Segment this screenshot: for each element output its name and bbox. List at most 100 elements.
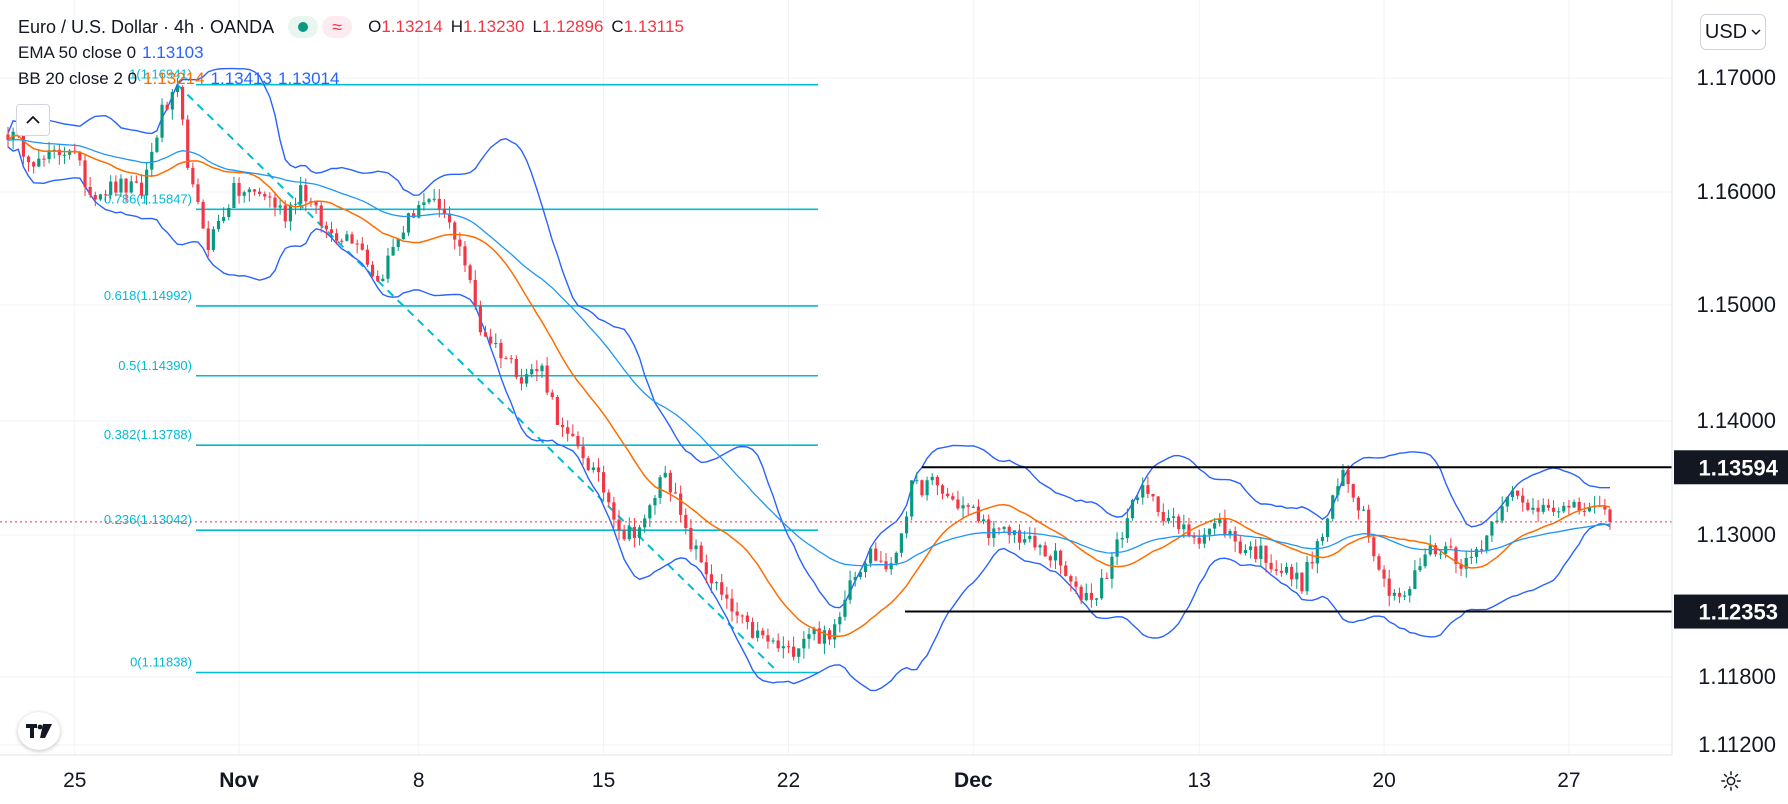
ema50-line	[7, 138, 1611, 567]
candle-body-212	[1094, 598, 1099, 600]
candle-body-266	[1372, 537, 1376, 557]
candle-body-182	[940, 485, 945, 494]
candle-body-64	[335, 233, 339, 241]
candle-body-54	[283, 205, 287, 222]
ohlc-high-label: H	[450, 17, 464, 36]
candle-body-51	[268, 196, 272, 198]
candle-body-103	[535, 369, 539, 372]
candle-body-213	[1100, 577, 1104, 599]
settings-gear-icon[interactable]	[1718, 768, 1744, 794]
candle-body-102	[530, 369, 534, 375]
candle-body-81	[422, 202, 426, 206]
candle-body-157	[812, 628, 816, 635]
candle-body-115	[596, 467, 601, 473]
candle-body-264	[1361, 509, 1366, 511]
tradingview-logo-icon[interactable]	[18, 712, 60, 750]
candle-body-307	[1582, 510, 1586, 512]
candle-body-187	[966, 505, 970, 507]
candle-body-292	[1505, 497, 1509, 507]
candle-body-175	[904, 516, 909, 534]
candle-body-177	[915, 480, 919, 482]
candle-body-207	[1069, 576, 1073, 582]
candle-body-18	[98, 194, 103, 200]
price-axis-panel	[1672, 0, 1788, 799]
candle-body-117	[607, 492, 611, 503]
candle-body-20	[109, 181, 113, 196]
candle-body-257	[1326, 518, 1330, 538]
tv-mark-icon	[26, 724, 52, 738]
candle-body-251	[1295, 572, 1299, 580]
candle-body-181	[935, 476, 939, 486]
bb-upper-value: 1.13413	[210, 69, 272, 88]
y-tick-label-5: 1.11800	[1698, 664, 1776, 689]
candle-body-154	[797, 648, 801, 657]
candle-body-72	[376, 275, 380, 282]
candle-body-70	[365, 249, 370, 265]
candle-body-68	[355, 243, 359, 245]
candle-body-193	[997, 528, 1001, 530]
candle-body-50	[263, 193, 267, 197]
candle-body-167	[863, 563, 868, 572]
candle-body-122	[632, 526, 637, 538]
legend-ema-row[interactable]: EMA 50 close 0 1.13103	[18, 40, 692, 66]
candle-body-218	[1125, 518, 1129, 539]
candle-body-156	[807, 634, 811, 639]
candle-body-255	[1315, 541, 1319, 564]
legend-bb-row[interactable]: BB 20 close 2 0 1.13214 1.13413 1.13014	[18, 66, 692, 92]
candle-body-158	[817, 628, 821, 644]
ohlc-open-label: O	[368, 17, 382, 36]
candle-body-223	[1151, 493, 1155, 497]
price-wave-icon[interactable]: ≈	[322, 16, 353, 38]
candle-body-260	[1341, 470, 1345, 487]
candle-body-232	[1197, 537, 1201, 544]
candle-body-84	[437, 198, 441, 209]
candle-body-3	[21, 134, 25, 157]
candle-body-109	[566, 427, 570, 434]
candle-body-17	[93, 194, 97, 200]
symbol-title[interactable]: Euro / U.S. Dollar · 4h · OANDA	[18, 16, 275, 37]
candle-body-210	[1084, 592, 1088, 601]
candle-body-253	[1305, 561, 1309, 592]
currency-selector-button[interactable]: USD	[1700, 14, 1766, 50]
candle-body-190	[981, 519, 986, 522]
chevron-down-icon	[1751, 29, 1761, 36]
candle-body-69	[360, 243, 364, 250]
candle-body-135	[699, 545, 703, 563]
candle-body-6	[37, 158, 41, 167]
candle-body-247	[1274, 569, 1278, 571]
candle-body-106	[550, 392, 554, 398]
candle-body-235	[1213, 523, 1217, 529]
candle-body-57	[299, 185, 303, 204]
candle-body-116	[602, 472, 606, 493]
candle-body-28	[150, 151, 154, 170]
y-tick-label-4: 1.13000	[1696, 522, 1776, 547]
candle-body-250	[1290, 566, 1294, 580]
candle-body-56	[293, 203, 298, 205]
price-label-box-0	[1674, 450, 1788, 485]
range-levels	[0, 466, 1672, 613]
candle-body-300	[1546, 504, 1550, 508]
candle-body-145	[750, 622, 755, 638]
candle-body-123	[637, 527, 642, 538]
price-label-0: 1.13594	[1698, 455, 1778, 480]
candle-body-306	[1577, 501, 1581, 511]
candle-body-194	[1002, 526, 1006, 530]
candle-body-176	[910, 480, 914, 517]
candle-body-225	[1161, 511, 1165, 522]
candle-body-293	[1510, 490, 1515, 498]
candle-body-305	[1572, 501, 1576, 508]
market-open-status-icon[interactable]	[288, 16, 319, 38]
candle-body-180	[930, 476, 934, 481]
candle-body-172	[889, 563, 893, 570]
candle-body-199	[1028, 535, 1032, 540]
candle-body-242	[1248, 546, 1253, 550]
legend-collapse-button[interactable]	[16, 104, 50, 136]
candle-body-107	[555, 397, 559, 425]
candle-body-87	[453, 222, 457, 240]
candle-body-202	[1043, 545, 1047, 557]
candle-body-262	[1351, 484, 1355, 498]
candle-body-271	[1397, 592, 1402, 597]
candle-body-229	[1182, 524, 1186, 530]
